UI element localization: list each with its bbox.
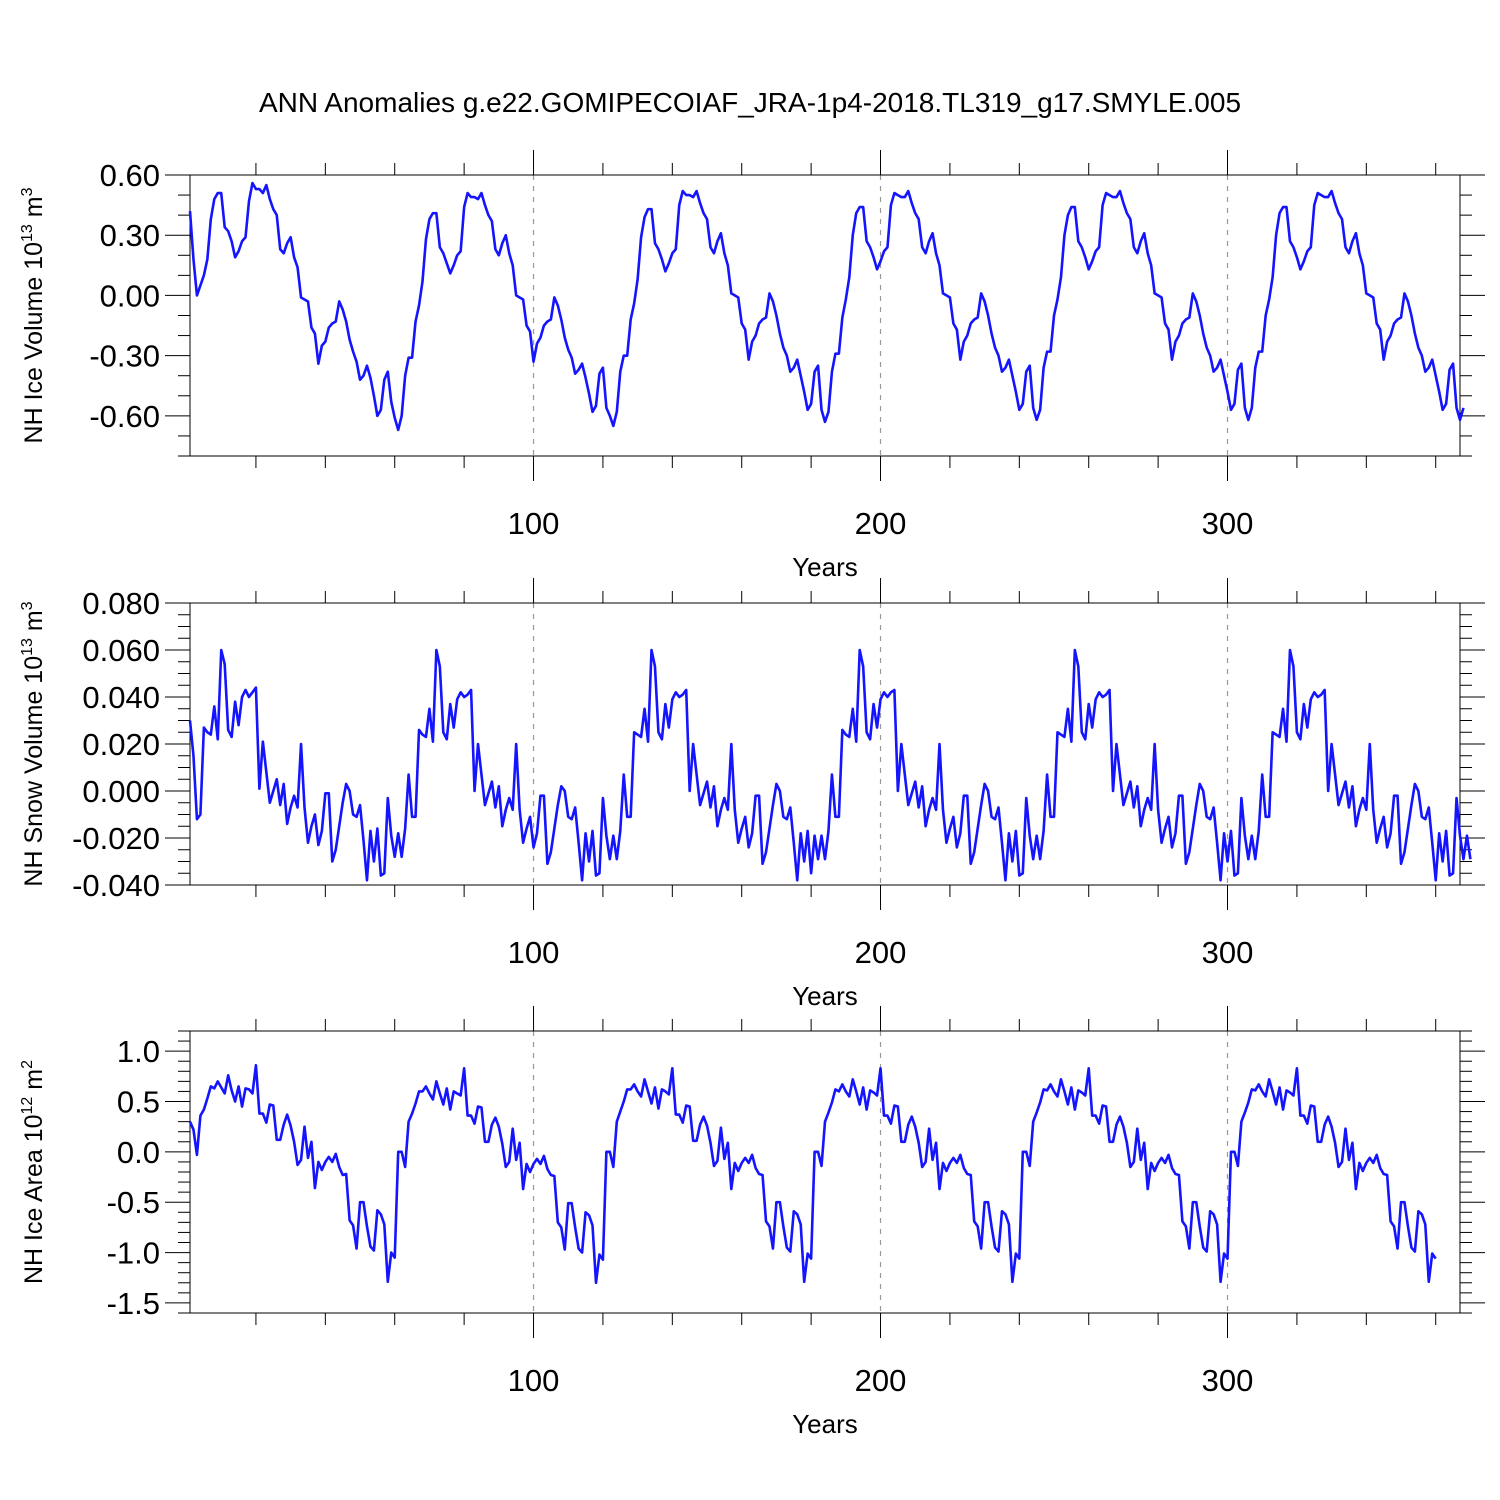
x-axis-label: Years [792,1409,858,1439]
chart-panels: 0.60 0.30 0.00 -0.30 -0.60 100 200 300 Years NH I… [19,150,1485,1439]
y-tick-label: -0.30 [89,339,160,374]
y-tick-label: -0.5 [107,1185,160,1220]
plot-frame [189,1030,1461,1314]
y-tick-label: 1.0 [117,1034,160,1069]
panel-1: 0.60 0.30 0.00 -0.30 -0.60 100 200 300 Years NH I… [19,150,1485,582]
panel-3: 1.0 0.5 0.0 -0.5 -1.0 -1.5 100 200 300 Years NH Ic… [19,1006,1485,1439]
x-tick-label: 300 [1202,1363,1254,1398]
x-tick-label: 300 [1202,506,1254,541]
chart-title: ANN Anomalies g.e22.GOMIPECOIAF_JRA-1p4-… [259,87,1241,118]
plot-frame [189,602,1461,886]
series-line-1 [188,181,1465,432]
x-tick-label: 100 [508,935,560,970]
y-tick-label: 0.080 [82,586,160,621]
x-tick-label: 100 [508,1363,560,1398]
panel-2: 0.080 0.060 0.040 0.020 0.000 -0.020 -0.040 100… [19,578,1485,1011]
series-line-2 [188,648,1472,882]
y-tick-label: 0.60 [100,158,160,193]
y-tick-label: 0.30 [100,218,160,253]
y-tick-label: 0.040 [82,680,160,715]
y-tick-label: -0.60 [89,399,160,434]
y-tick-label: 0.0 [117,1135,160,1170]
x-tick-label: 200 [855,506,907,541]
y-tick-label: -1.5 [107,1286,160,1321]
x-tick-label: 100 [508,506,560,541]
series-line-3 [188,1063,1437,1285]
x-tick-label: 200 [855,1363,907,1398]
y-tick-label: 0.020 [82,727,160,762]
y-tick-label: 0.060 [82,633,160,668]
y-axis-label: NH Snow Volume 1013 m3 [19,601,48,886]
y-tick-label: 0.000 [82,774,160,809]
x-tick-label: 300 [1202,935,1254,970]
y-tick-label: 0.5 [117,1085,160,1120]
y-tick-label: -1.0 [107,1236,160,1271]
y-tick-label: 0.00 [100,278,160,313]
plot-frame [189,174,1461,457]
y-tick-label: -0.020 [72,821,160,856]
x-axis-label: Years [792,981,858,1011]
y-axis-label: NH Ice Area 1012 m2 [19,1060,48,1284]
y-tick-label: -0.040 [72,868,160,903]
x-tick-label: 200 [855,935,907,970]
x-axis-label: Years [792,552,858,582]
y-axis-label: NH Ice Volume 1013 m3 [19,187,48,443]
